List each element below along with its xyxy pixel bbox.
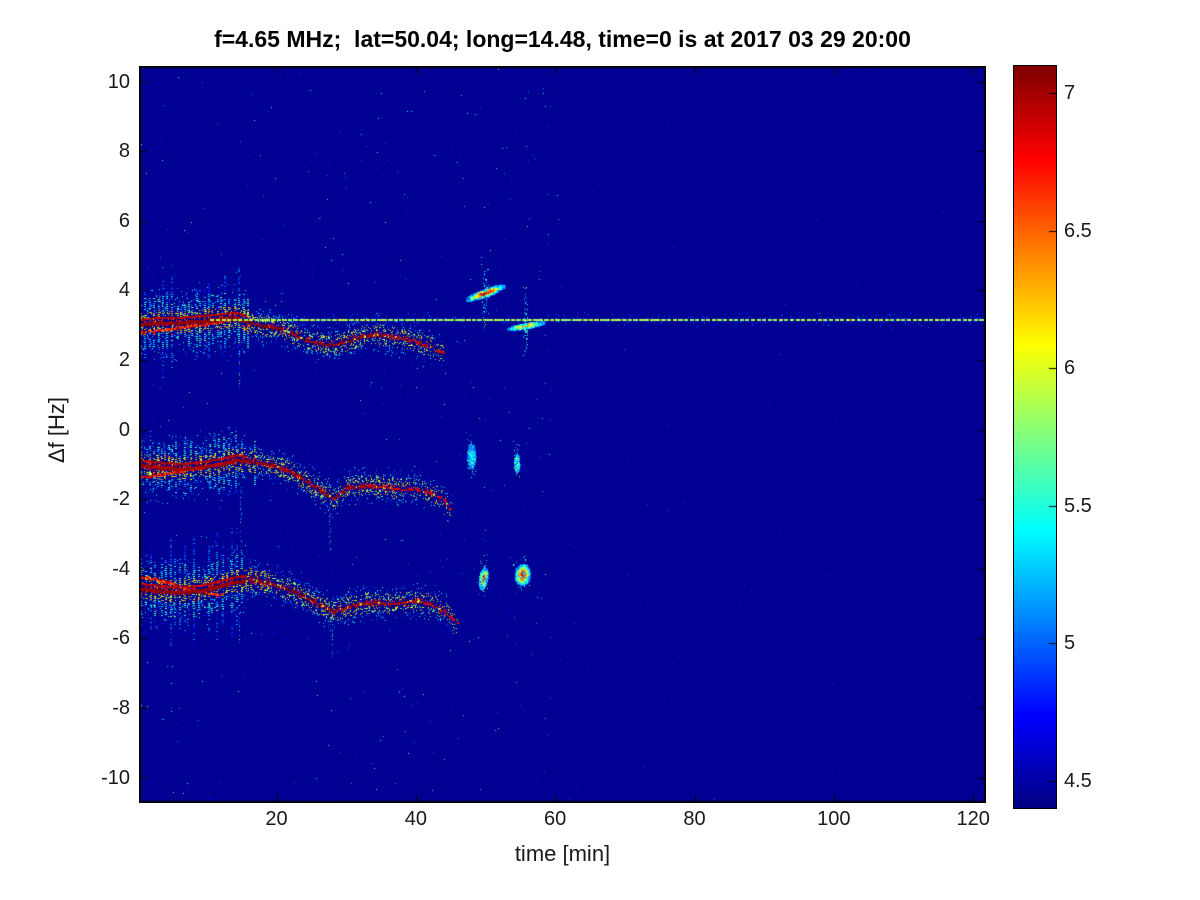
y-tick-label: 2 (118, 349, 130, 372)
x-tick-label: 40 (404, 808, 427, 830)
colorbar-tick-label: 6 (1064, 357, 1076, 380)
x-tick-label: 100 (817, 808, 851, 830)
spectrogram-plot (139, 66, 986, 803)
colorbar-tick-label: 5.5 (1064, 494, 1092, 517)
y-tick-label: 0 (118, 418, 130, 441)
colorbar (1013, 65, 1057, 809)
x-tick-label: 60 (544, 808, 567, 830)
x-tick-label: 20 (265, 808, 288, 830)
y-tick-label: -10 (101, 766, 130, 789)
y-tick-label: -6 (112, 627, 130, 650)
y-tick-label: -2 (112, 488, 130, 511)
colorbar-tick-label: 7 (1064, 82, 1076, 105)
y-tick-label: 6 (118, 209, 130, 232)
y-tick-label: -8 (112, 697, 130, 720)
x-tick-label: 80 (683, 808, 706, 830)
chart-title: f=4.65 MHz; lat=50.04; long=14.48, time=… (214, 26, 911, 52)
colorbar-tick-label: 6.5 (1064, 219, 1092, 242)
colorbar-tick-label: 5 (1064, 632, 1076, 655)
y-tick-label: 8 (118, 140, 130, 163)
x-axis-label: time [min] (514, 841, 611, 866)
y-tick-label: -4 (112, 557, 130, 580)
y-tick-label: 4 (118, 279, 130, 302)
x-tick-label: 120 (956, 808, 990, 830)
y-tick-label: 10 (107, 70, 130, 93)
colorbar-tick-label: 4.5 (1064, 769, 1092, 792)
